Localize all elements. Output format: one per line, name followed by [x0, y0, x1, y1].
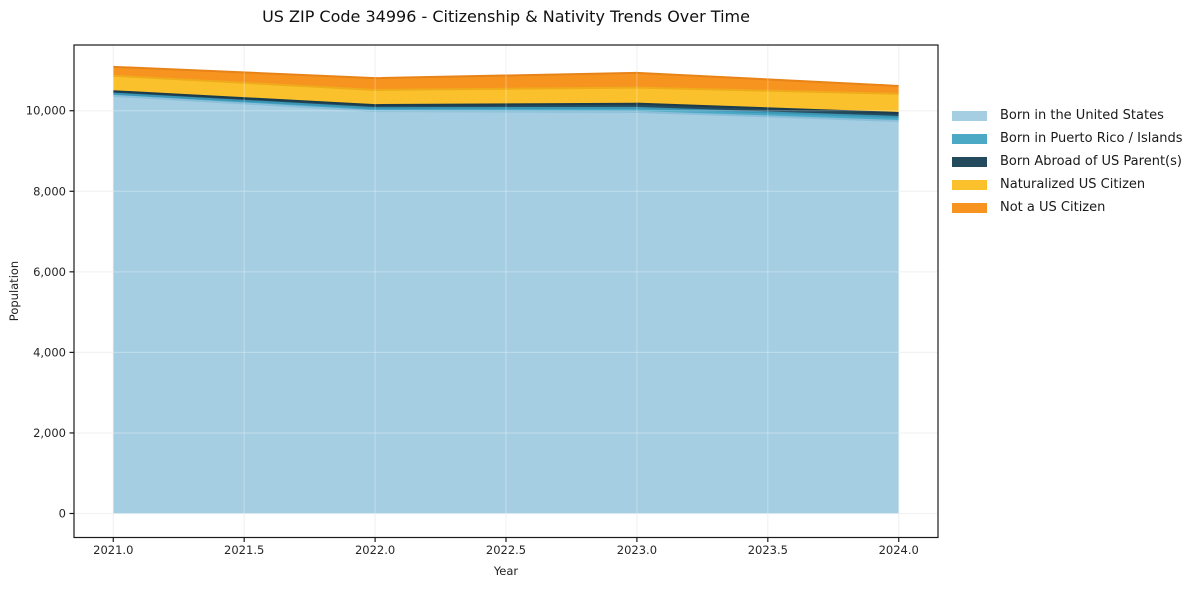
- x-tick-label: 2023.5: [748, 543, 788, 557]
- legend-item: Born in Puerto Rico / Islands: [952, 127, 1183, 150]
- area-series-0: [113, 95, 899, 514]
- y-tick-label: 8,000: [33, 184, 66, 198]
- legend-label: Not a US Citizen: [1000, 200, 1106, 215]
- x-tick-label: 2024.0: [879, 543, 919, 557]
- y-tick-label: 2,000: [33, 426, 66, 440]
- legend-label: Naturalized US Citizen: [1000, 177, 1146, 192]
- x-tick-label: 2021.5: [224, 543, 264, 557]
- legend-item: Not a US Citizen: [952, 196, 1183, 219]
- edge-series-3: [113, 74, 899, 95]
- legend-label: Born Abroad of US Parent(s): [1000, 154, 1182, 169]
- legend-label: Born in the United States: [1000, 108, 1164, 123]
- y-tick-label: 4,000: [33, 345, 66, 359]
- legend-swatch: [952, 179, 987, 190]
- y-axis-label: Population: [7, 260, 21, 322]
- edge-series-1: [113, 92, 899, 118]
- y-tick-label: 6,000: [33, 265, 66, 279]
- legend-item: Born Abroad of US Parent(s): [952, 150, 1183, 173]
- legend-swatch: [952, 156, 987, 167]
- x-tick-label: 2022.5: [486, 543, 526, 557]
- x-tick-label: 2021.0: [93, 543, 133, 557]
- legend-label: Born in Puerto Rico / Islands: [1000, 131, 1183, 146]
- edge-series-4: [113, 65, 899, 87]
- area-series-3: [113, 75, 899, 113]
- legend-swatch: [952, 110, 987, 121]
- legend-swatch: [952, 202, 987, 213]
- chart-title: US ZIP Code 34996 - Citizenship & Nativi…: [262, 7, 750, 26]
- legend-swatch: [952, 133, 987, 144]
- x-tick-label: 2022.0: [355, 543, 395, 557]
- legend-item: Naturalized US Citizen: [952, 173, 1183, 196]
- x-tick-label: 2023.0: [617, 543, 657, 557]
- y-tick-label: 0: [59, 506, 66, 520]
- edge-series-2: [113, 90, 899, 114]
- legend-item: Born in the United States: [952, 104, 1183, 127]
- area-series-4: [113, 66, 899, 94]
- edge-series-0: [113, 94, 899, 123]
- y-tick-label: 10,000: [26, 104, 66, 118]
- x-axis-label: Year: [493, 564, 519, 578]
- legend: Born in the United States Born in Puerto …: [952, 104, 1183, 219]
